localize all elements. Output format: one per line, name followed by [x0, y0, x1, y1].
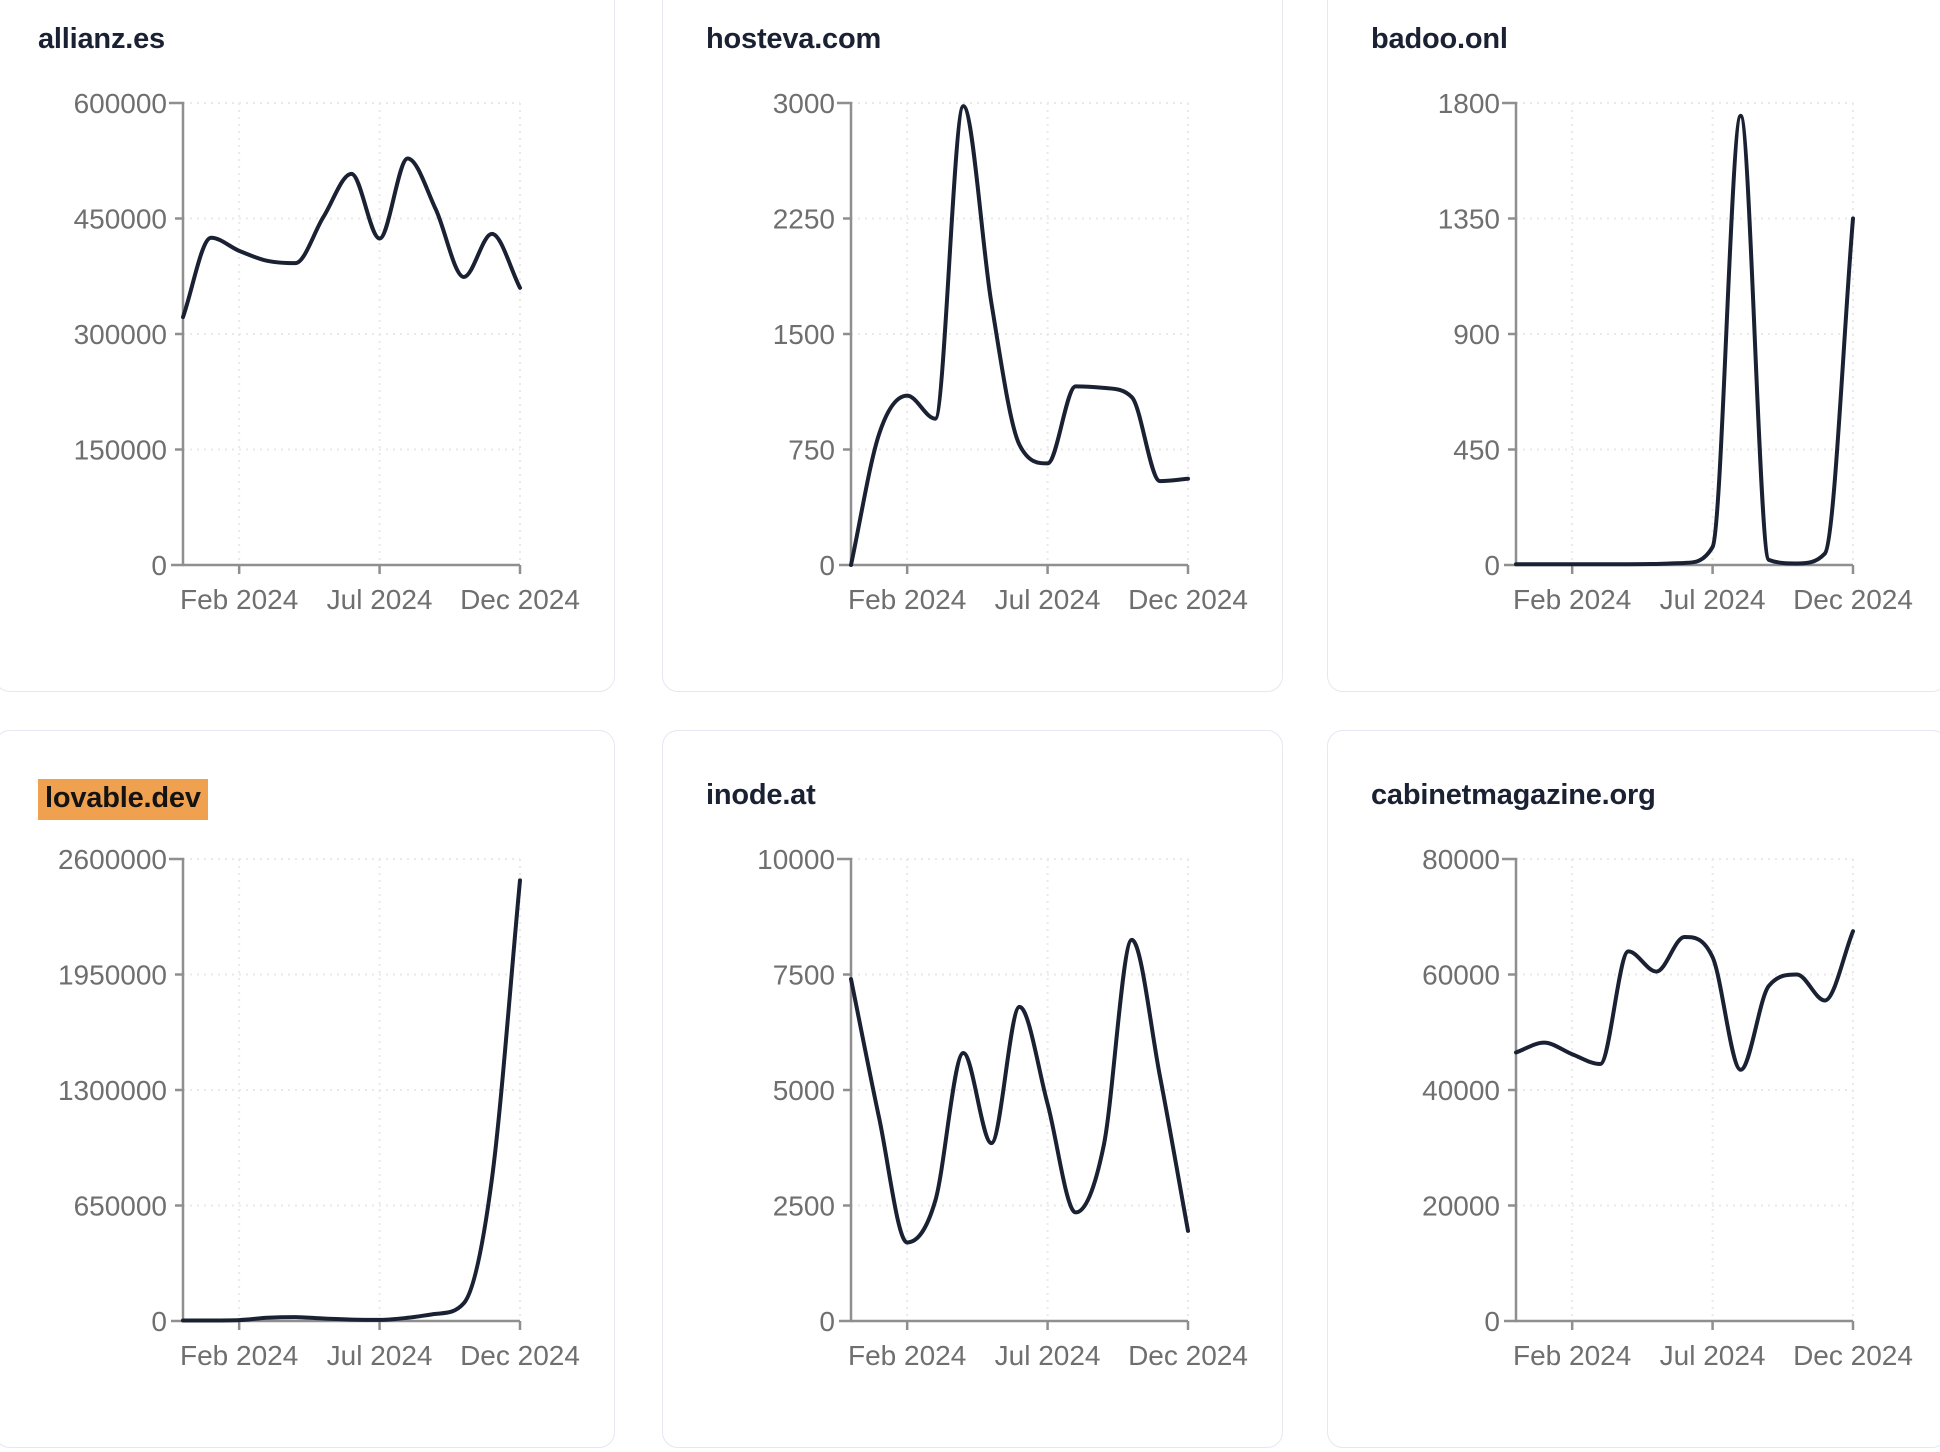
- axes: [837, 101, 1190, 574]
- x-tick-label: Dec 2024: [1793, 1340, 1913, 1371]
- x-tick-label: Dec 2024: [1793, 584, 1913, 615]
- y-tick-label: 40000: [1422, 1075, 1500, 1106]
- trend-line: [849, 937, 1190, 1245]
- y-tick-label: 450: [1453, 435, 1500, 466]
- chart-card: lovable.dev 2600000 1950000 1300000 650000 0…: [0, 730, 615, 1448]
- trend-line: [849, 104, 1190, 567]
- y-tick-label: 1350: [1438, 204, 1500, 235]
- trend-line: [1514, 113, 1855, 567]
- y-tick-label: 450000: [74, 204, 167, 235]
- chart-title-text: badoo.onl: [1371, 23, 1508, 55]
- axis-tick-labels: 600000 450000 300000 150000 0 Feb 2024 Jul 202…: [74, 88, 580, 615]
- line-chart: 10000 7500 5000 2500 0 Feb 2024 Jul 2024 Dec 20…: [757, 844, 1248, 1371]
- x-tick-label: Jul 2024: [995, 1340, 1101, 1371]
- axes: [169, 857, 522, 1330]
- grid-lines: [851, 858, 1189, 1321]
- chart-title: badoo.onl: [1371, 23, 1940, 56]
- y-tick-label: 0: [819, 550, 835, 581]
- y-tick-label: 20000: [1422, 1191, 1500, 1222]
- x-tick-label: Dec 2024: [460, 584, 580, 615]
- y-tick-label: 150000: [74, 435, 167, 466]
- y-tick-label: 2600000: [58, 844, 167, 875]
- axes: [1502, 857, 1855, 1330]
- axes: [1502, 101, 1855, 574]
- y-tick-label: 2500: [773, 1191, 835, 1222]
- y-tick-label: 5000: [773, 1075, 835, 1106]
- chart-title-text: allianz.es: [38, 23, 165, 55]
- chart-card: allianz.es 600000 450000 300000 150000 0 Feb …: [0, 0, 615, 692]
- chart-title-text: hosteva.com: [706, 23, 882, 55]
- y-tick-label: 0: [819, 1306, 835, 1337]
- grid-lines: [183, 102, 521, 565]
- line-chart: 2600000 1950000 1300000 650000 0 Feb 2024 Jul …: [58, 844, 580, 1371]
- y-tick-label: 0: [151, 550, 167, 581]
- x-tick-label: Jul 2024: [995, 584, 1101, 615]
- x-tick-label: Jul 2024: [327, 584, 433, 615]
- chart-title: hosteva.com: [706, 23, 1282, 56]
- axis-tick-labels: 80000 60000 40000 20000 0 Feb 2024 Jul 2024 Dec…: [1422, 844, 1913, 1371]
- axes: [169, 101, 522, 574]
- y-tick-label: 600000: [74, 88, 167, 119]
- y-tick-label: 750: [788, 435, 835, 466]
- y-tick-label: 60000: [1422, 960, 1500, 991]
- x-tick-label: Feb 2024: [1513, 1340, 1631, 1371]
- trend-line: [1514, 929, 1855, 1072]
- chart-card: cabinetmagazine.org 80000 60000 40000 20000…: [1327, 730, 1940, 1448]
- trend-line: [181, 878, 522, 1323]
- y-tick-label: 300000: [74, 319, 167, 350]
- axis-tick-labels: 10000 7500 5000 2500 0 Feb 2024 Jul 2024 Dec 20…: [757, 844, 1248, 1371]
- line-chart: 1800 1350 900 450 0 Feb 2024 Jul 2024 Dec 2024: [1438, 88, 1913, 615]
- chart-title-text: inode.at: [706, 779, 816, 811]
- chart-title: lovable.dev: [38, 779, 614, 821]
- chart-card: badoo.onl 1800 1350 900 450 0 Feb 2024 Jul 202…: [1327, 0, 1940, 692]
- y-tick-label: 650000: [74, 1191, 167, 1222]
- axis-tick-labels: 1800 1350 900 450 0 Feb 2024 Jul 2024 Dec 2024: [1438, 88, 1913, 615]
- x-tick-label: Feb 2024: [848, 1340, 966, 1371]
- grid-lines: [1516, 102, 1854, 565]
- x-tick-label: Feb 2024: [180, 1340, 298, 1371]
- y-tick-label: 1300000: [58, 1075, 167, 1106]
- chart-title: allianz.es: [38, 23, 614, 56]
- grid-lines: [183, 858, 521, 1321]
- y-tick-label: 0: [1484, 1306, 1500, 1337]
- line-chart: 3000 2250 1500 750 0 Feb 2024 Jul 2024 Dec 2024: [773, 88, 1248, 615]
- trend-line: [181, 156, 522, 320]
- y-tick-label: 1950000: [58, 960, 167, 991]
- grid-lines: [851, 102, 1189, 565]
- y-tick-label: 3000: [773, 88, 835, 119]
- chart-card: hosteva.com 3000 2250 1500 750 0 Feb 2024 Jul …: [662, 0, 1283, 692]
- grid-lines: [1516, 858, 1854, 1321]
- line-chart: 80000 60000 40000 20000 0 Feb 2024 Jul 2024 Dec…: [1422, 844, 1913, 1371]
- x-tick-label: Jul 2024: [1660, 584, 1766, 615]
- y-tick-label: 2250: [773, 204, 835, 235]
- chart-title-text: lovable.dev: [38, 779, 208, 821]
- line-chart: 600000 450000 300000 150000 0 Feb 2024 Jul 202…: [74, 88, 580, 615]
- chart-title: inode.at: [706, 779, 1282, 812]
- y-tick-label: 0: [151, 1306, 167, 1337]
- chart-title-text: cabinetmagazine.org: [1371, 779, 1656, 811]
- y-tick-label: 10000: [757, 844, 835, 875]
- x-tick-label: Dec 2024: [460, 1340, 580, 1371]
- axis-tick-labels: 3000 2250 1500 750 0 Feb 2024 Jul 2024 Dec 2024: [773, 88, 1248, 615]
- y-tick-label: 900: [1453, 319, 1500, 350]
- x-tick-label: Feb 2024: [848, 584, 966, 615]
- chart-title: cabinetmagazine.org: [1371, 779, 1940, 812]
- x-tick-label: Jul 2024: [1660, 1340, 1766, 1371]
- x-tick-label: Feb 2024: [1513, 584, 1631, 615]
- y-tick-label: 80000: [1422, 844, 1500, 875]
- chart-card: inode.at 10000 7500 5000 2500 0 Feb 2024 Jul 2…: [662, 730, 1283, 1448]
- y-tick-label: 1800: [1438, 88, 1500, 119]
- y-tick-label: 1500: [773, 319, 835, 350]
- x-tick-label: Dec 2024: [1128, 584, 1248, 615]
- x-tick-label: Jul 2024: [327, 1340, 433, 1371]
- axes: [837, 857, 1190, 1330]
- x-tick-label: Feb 2024: [180, 584, 298, 615]
- y-tick-label: 7500: [773, 960, 835, 991]
- axis-tick-labels: 2600000 1950000 1300000 650000 0 Feb 2024 Jul …: [58, 844, 580, 1371]
- x-tick-label: Dec 2024: [1128, 1340, 1248, 1371]
- y-tick-label: 0: [1484, 550, 1500, 581]
